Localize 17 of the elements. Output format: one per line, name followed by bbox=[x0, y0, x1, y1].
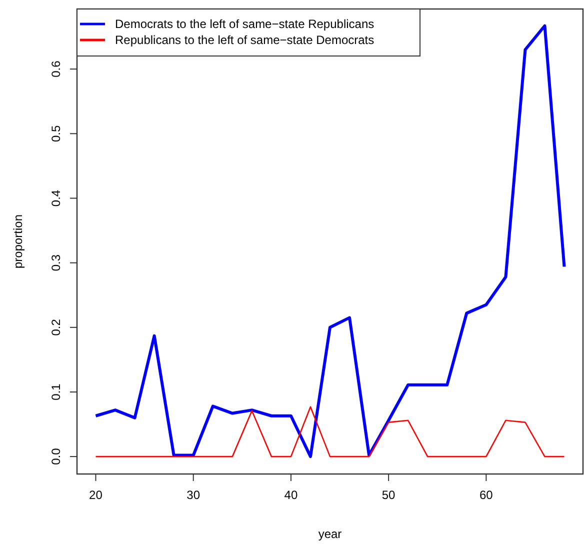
y-tick-label: 0.0 bbox=[49, 448, 63, 465]
y-axis-title: proportion bbox=[11, 214, 25, 269]
y-tick-label: 0.3 bbox=[49, 254, 63, 272]
y-tick-label: 0.2 bbox=[49, 318, 63, 336]
legend-label: Republicans to the left of same−state Democrats bbox=[115, 33, 374, 47]
line-series bbox=[95, 406, 565, 458]
y-tick-label: 0.5 bbox=[49, 124, 63, 142]
y-tick-label: 0.4 bbox=[49, 190, 63, 207]
x-tick-label: 40 bbox=[284, 488, 298, 502]
y-tick-label: 0.1 bbox=[49, 383, 63, 400]
x-tick-label: 20 bbox=[89, 488, 103, 502]
legend-label: Democrats to the left of same−state Republicans bbox=[115, 17, 374, 31]
x-tick-label: 50 bbox=[382, 488, 396, 502]
x-axis-title: year bbox=[318, 527, 342, 541]
y-tick-label: 0.6 bbox=[49, 60, 63, 78]
x-tick-label: 60 bbox=[479, 488, 494, 502]
x-tick-label: 30 bbox=[186, 488, 200, 502]
